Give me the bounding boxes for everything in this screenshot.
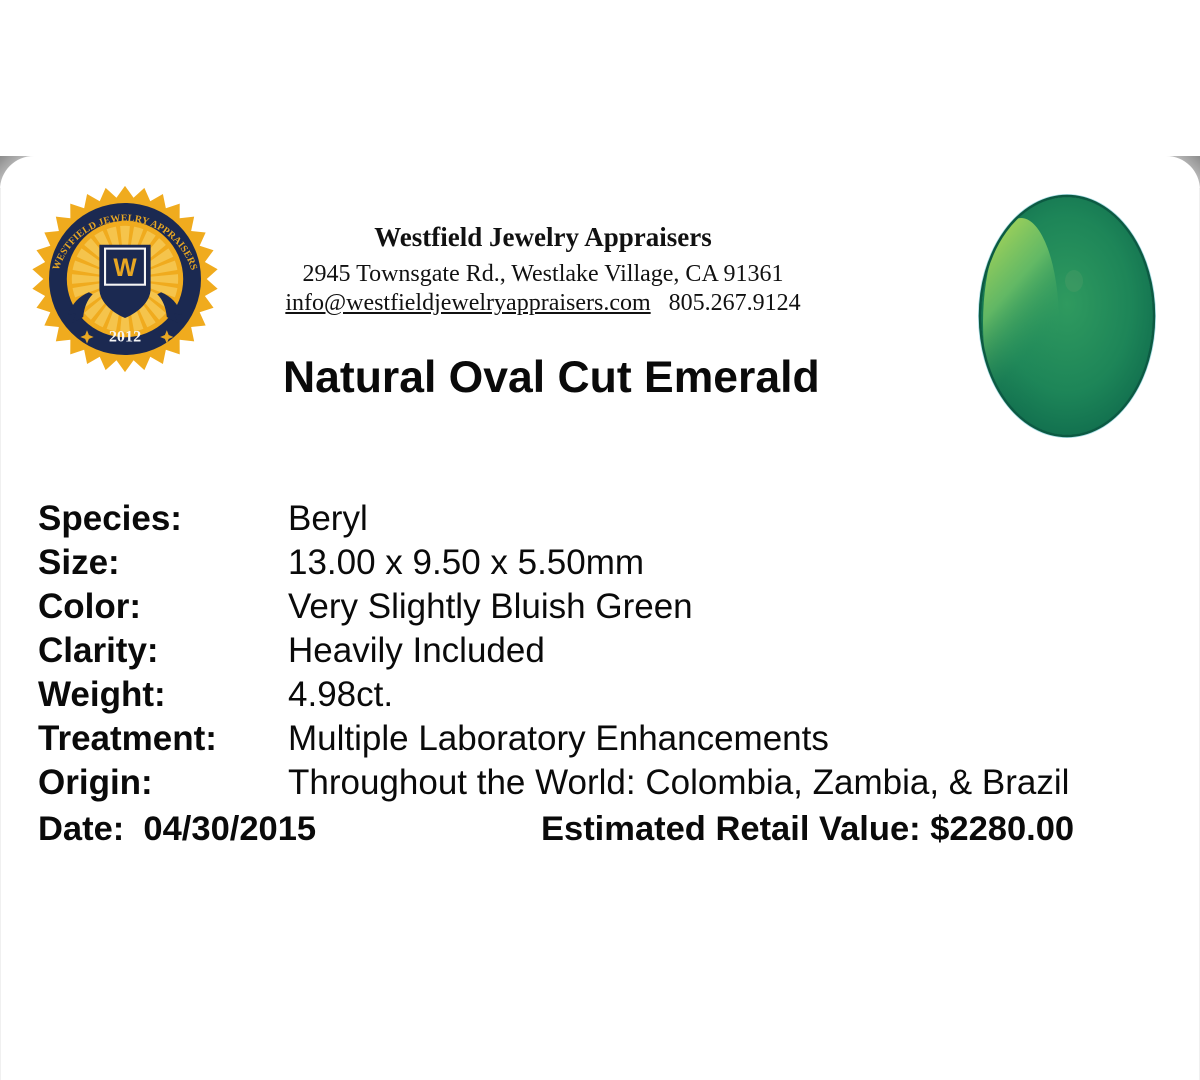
- svg-text:W: W: [113, 255, 137, 282]
- svg-text:2012: 2012: [109, 329, 141, 346]
